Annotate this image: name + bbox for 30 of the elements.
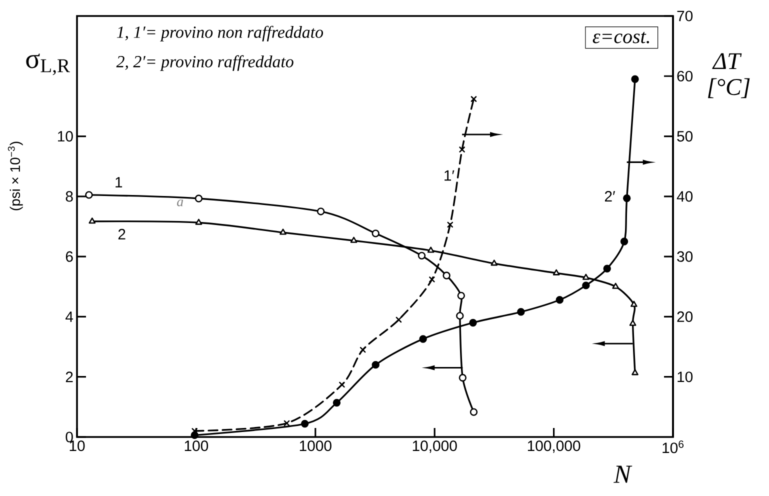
y2-tick-label: 50 [677, 130, 693, 142]
annotation: a [177, 200, 184, 206]
y-tick-label: 10 [58, 130, 73, 142]
series-label: 1 [116, 177, 122, 188]
y2-tick-label: 30 [677, 251, 693, 262]
y2-axis-title: ΔT [°C] [708, 53, 750, 98]
y-axis-title: (psi × 10$^{−3}$) [8, 142, 23, 210]
x-tick-label: 10$^{6}$ [662, 440, 684, 454]
series-label: 2′ [604, 191, 616, 202]
y-tick-label: 8 [66, 191, 73, 202]
annotation: 1, 1′= provino non raffreddato [116, 26, 324, 42]
y2-tick-label: 10 [678, 372, 693, 382]
annotation: ε=cost. [592, 32, 650, 44]
text: σ$_{L,R}$ [26, 54, 70, 76]
y-tick-label: 4 [66, 312, 74, 322]
x-axis-title: N [614, 466, 632, 483]
y2-tick-label: 20 [677, 311, 693, 322]
y-tick-label: 0 [66, 432, 73, 442]
y2-tick-label: 60 [677, 70, 693, 82]
x-tick-label: 10,000 [412, 440, 457, 453]
x-tick-label: 100 [184, 440, 208, 452]
x-tick-label: 100,000 [528, 440, 580, 453]
y-tick-label: 2 [66, 372, 73, 382]
y2-tick-label: 40 [676, 191, 693, 202]
y-tick-label: 6 [66, 251, 73, 262]
series-label: 2 [118, 228, 126, 240]
series-label: 1′ [444, 170, 454, 181]
annotation: 2, 2′= provino raffreddato [116, 55, 294, 71]
x-tick-label: 1000 [300, 440, 332, 452]
y2-tick-label: 70 [677, 10, 693, 22]
